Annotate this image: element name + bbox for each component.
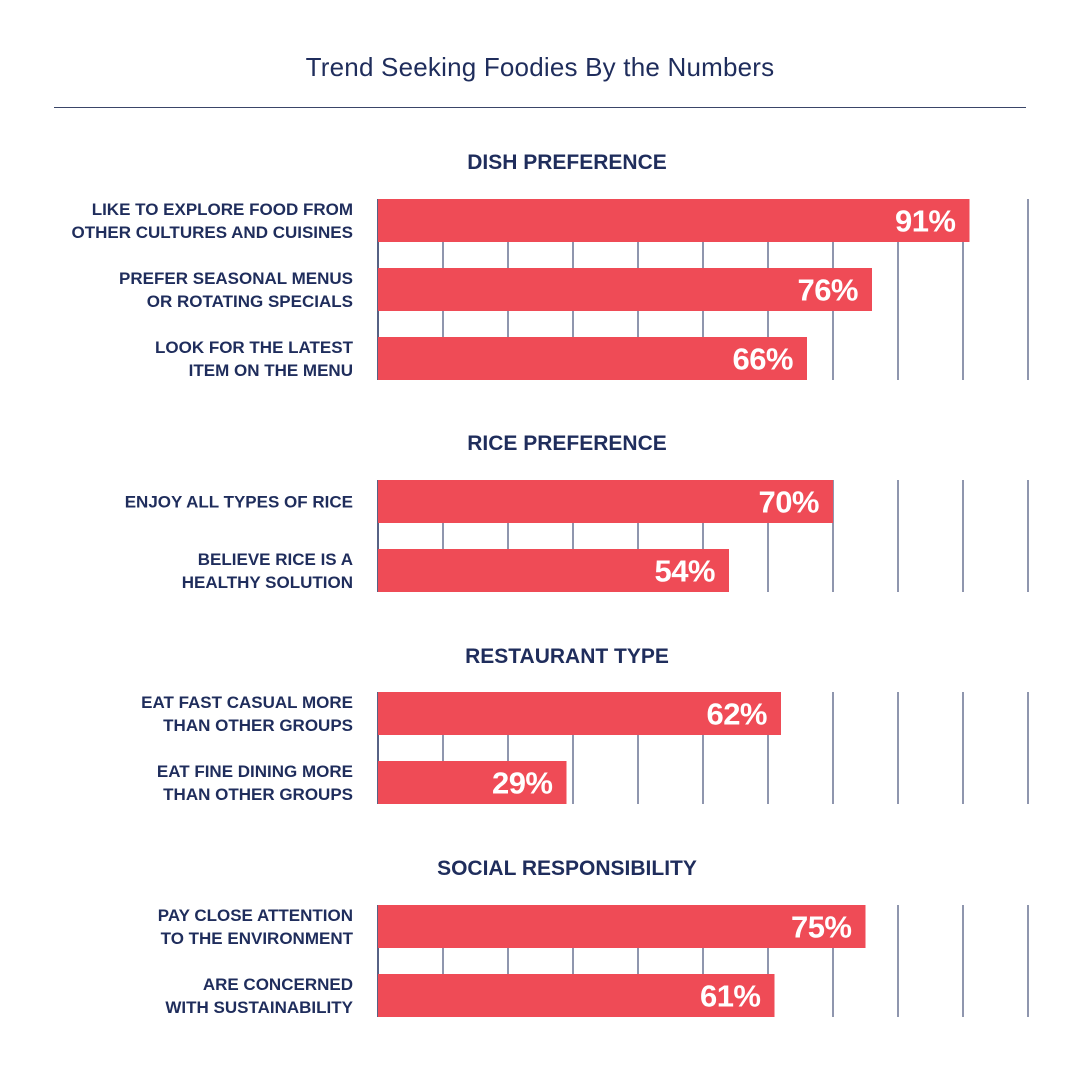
category-label: TO THE ENVIRONMENT	[161, 929, 354, 948]
bar	[378, 692, 781, 735]
data-label: 91%	[895, 204, 956, 239]
section-title: SOCIAL RESPONSIBILITY	[437, 857, 697, 880]
category-label: OTHER CULTURES AND CUISINES	[72, 223, 353, 242]
category-label: OR ROTATING SPECIALS	[147, 292, 353, 311]
bar	[378, 549, 729, 592]
chart-title: Trend Seeking Foodies By the Numbers	[305, 52, 775, 82]
category-label: ENJOY ALL TYPES OF RICE	[125, 493, 353, 512]
bar	[378, 337, 807, 380]
section-title: RESTAURANT TYPE	[465, 645, 669, 668]
category-label: WITH SUSTAINABILITY	[165, 998, 353, 1017]
bar	[378, 199, 970, 242]
bar	[378, 480, 833, 523]
category-label: THAN OTHER GROUPS	[163, 716, 353, 735]
category-label: BELIEVE RICE IS A	[198, 550, 353, 569]
data-label: 76%	[797, 273, 858, 308]
category-label: LIKE TO EXPLORE FOOD FROM	[92, 200, 353, 219]
data-label: 66%	[732, 342, 793, 377]
title-divider	[54, 107, 1026, 108]
data-label: 29%	[492, 766, 553, 801]
bar	[378, 761, 567, 804]
data-label: 62%	[706, 697, 767, 732]
bar	[378, 905, 866, 948]
category-label: PREFER SEASONAL MENUS	[119, 269, 353, 288]
category-label: EAT FAST CASUAL MORE	[141, 693, 353, 712]
section-title: RICE PREFERENCE	[467, 432, 667, 455]
category-label: ARE CONCERNED	[203, 975, 353, 994]
category-label: HEALTHY SOLUTION	[182, 573, 353, 592]
bar	[378, 974, 775, 1017]
bar	[378, 268, 872, 311]
data-label: 75%	[791, 910, 852, 945]
section-title: DISH PREFERENCE	[467, 151, 667, 174]
data-label: 61%	[700, 979, 761, 1014]
category-label: EAT FINE DINING MORE	[157, 762, 353, 781]
data-label: 54%	[654, 554, 715, 589]
data-label: 70%	[758, 485, 819, 520]
category-label: PAY CLOSE ATTENTION	[158, 906, 353, 925]
category-label: THAN OTHER GROUPS	[163, 785, 353, 804]
category-label: ITEM ON THE MENU	[189, 361, 353, 380]
category-label: LOOK FOR THE LATEST	[155, 338, 354, 357]
